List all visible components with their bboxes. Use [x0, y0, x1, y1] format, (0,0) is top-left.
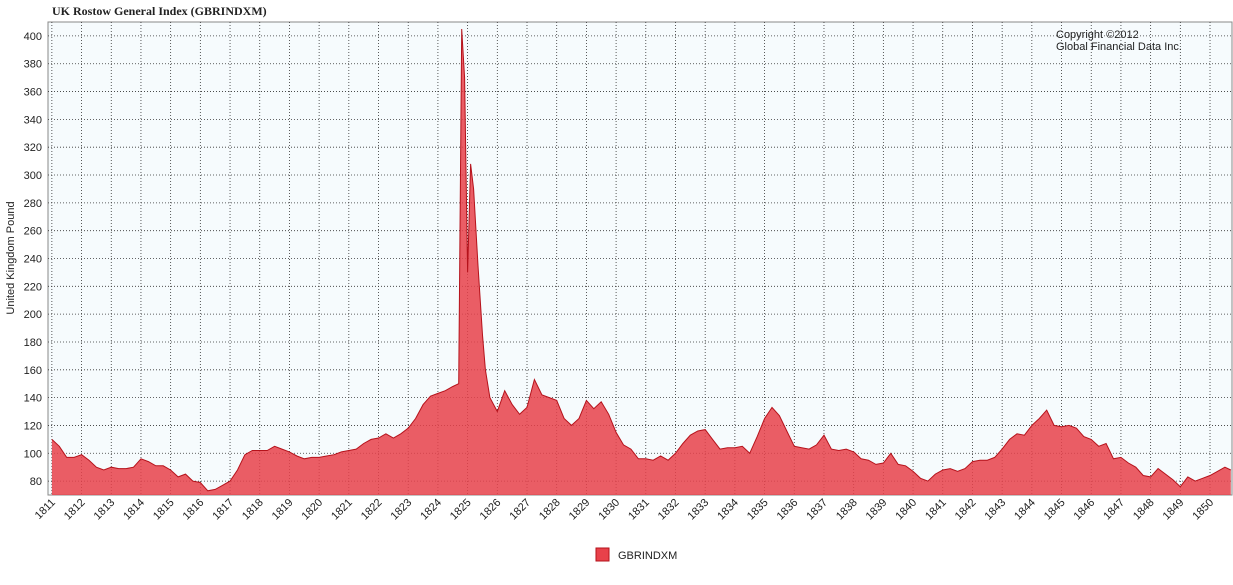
y-tick-label: 220	[24, 281, 42, 293]
x-tick-label: 1831	[626, 497, 652, 523]
x-tick-label: 1832	[656, 497, 682, 523]
x-tick-label: 1837	[804, 497, 830, 523]
y-tick-label: 320	[24, 142, 42, 154]
x-tick-label: 1845	[1042, 497, 1068, 523]
x-tick-label: 1836	[775, 497, 801, 523]
y-tick-label: 240	[24, 254, 42, 266]
y-tick-label: 360	[24, 87, 42, 99]
x-tick-label: 1817	[210, 497, 236, 523]
x-tick-label: 1821	[329, 497, 355, 523]
line	[51, 28, 1232, 492]
legend-label: GBRINDXM	[618, 550, 677, 562]
x-tick-label: 1822	[359, 497, 385, 523]
x-tick-label: 1814	[121, 497, 147, 523]
x-tick-label: 1841	[923, 497, 949, 523]
x-tick-label: 1830	[596, 497, 622, 523]
legend-swatch	[595, 547, 610, 562]
y-tick-label: 380	[24, 59, 42, 71]
x-tick-label: 1847	[1101, 497, 1127, 523]
y-tick-label: 300	[24, 170, 42, 182]
y-tick-label: 260	[24, 226, 42, 238]
x-tick-label: 1834	[715, 497, 741, 523]
x-tick-label: 1835	[745, 497, 771, 523]
y-tick-label: 140	[24, 393, 42, 405]
y-tick-label: 200	[24, 309, 42, 321]
x-tick-label: 1839	[864, 497, 890, 523]
x-tick-label: 1833	[686, 497, 712, 523]
y-axis-label: United Kingdom Pound	[5, 201, 17, 314]
x-tick-label: 1823	[389, 497, 415, 523]
annotation: Copyright ©2012	[1056, 29, 1139, 41]
y-tick-label: 400	[24, 31, 42, 43]
x-tick-label: 1850	[1190, 497, 1216, 523]
y-tick-label: 100	[24, 448, 42, 460]
x-tick-label: 1828	[537, 497, 563, 523]
x-tick-label: 1820	[299, 497, 325, 523]
x-tick-label: 1840	[893, 497, 919, 523]
x-tick-label: 1849	[1161, 497, 1187, 523]
y-tick-label: 160	[24, 365, 42, 377]
x-tick-label: 1815	[151, 497, 177, 523]
x-tick-label: 1816	[181, 497, 207, 523]
x-tick-label: 1827	[507, 497, 533, 523]
y-tick-label: 180	[24, 337, 42, 349]
chart-title: UK Rostow General Index (GBRINDXM)	[52, 4, 267, 18]
x-tick-label: 1842	[953, 497, 979, 523]
x-tick-label: 1824	[418, 497, 444, 523]
x-tick-label: 1811	[33, 497, 58, 522]
x-tick-label: 1812	[62, 497, 88, 523]
x-tick-label: 1844	[1012, 497, 1038, 523]
x-tick-label: 1843	[982, 497, 1008, 523]
x-tick-label: 1826	[478, 497, 504, 523]
y-tick-label: 120	[24, 420, 42, 432]
x-tick-label: 1838	[834, 497, 860, 523]
x-tick-label: 1813	[92, 497, 118, 523]
x-tick-label: 1818	[240, 497, 266, 523]
x-tick-label: 1829	[567, 497, 593, 523]
y-tick-label: 80	[30, 476, 42, 488]
x-tick-label: 1825	[448, 497, 474, 523]
y-tick-label: 340	[24, 114, 42, 126]
x-tick-label: 1846	[1072, 497, 1098, 523]
y-tick-label: 280	[24, 198, 42, 210]
annotation: Global Financial Data Inc.	[1056, 41, 1182, 53]
x-tick-label: 1819	[270, 497, 296, 523]
x-tick-label: 1848	[1131, 497, 1157, 523]
